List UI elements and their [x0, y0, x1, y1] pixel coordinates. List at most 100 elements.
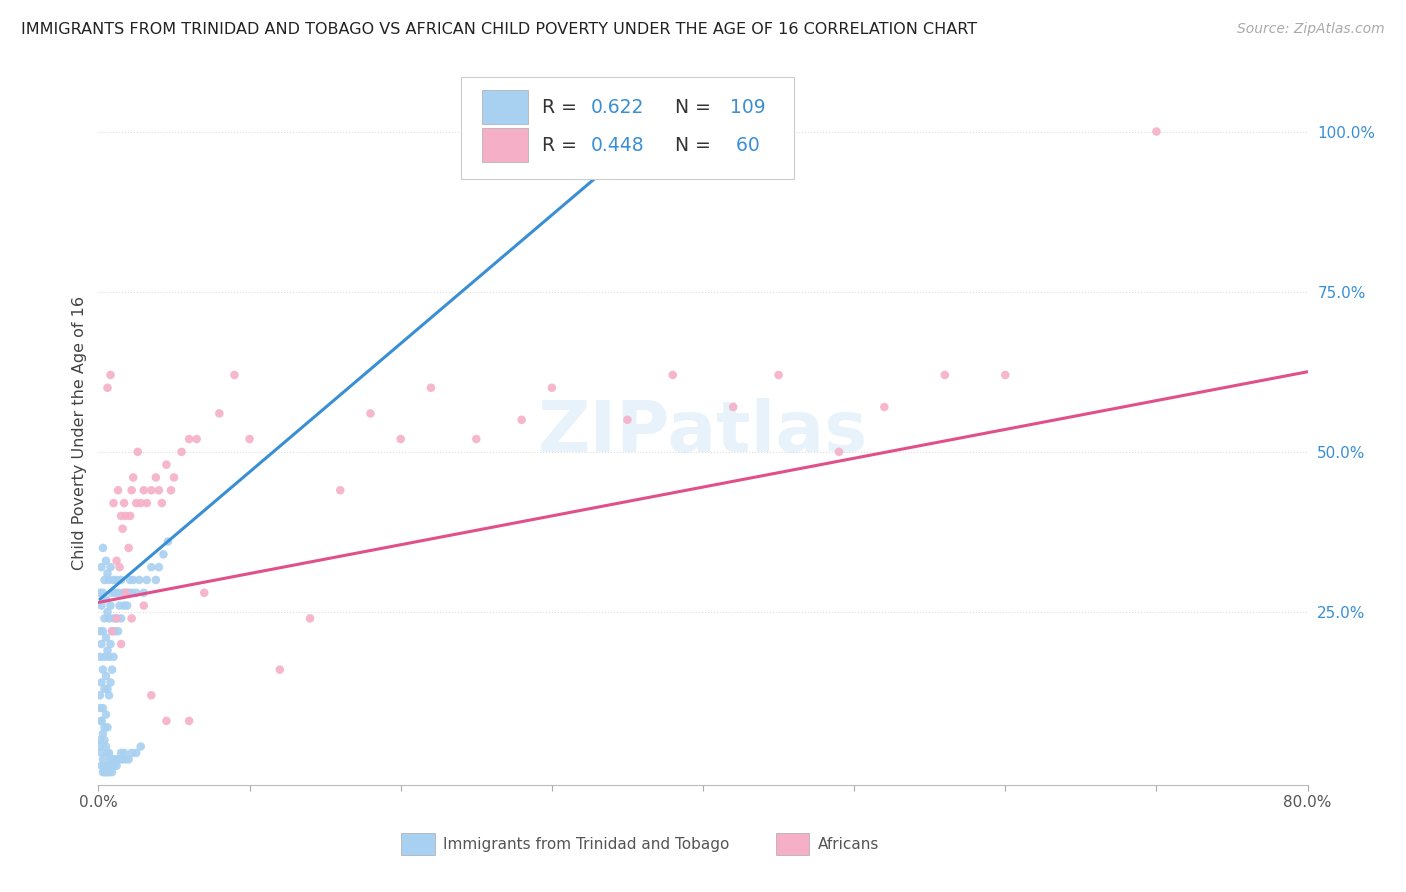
FancyBboxPatch shape [401, 833, 434, 855]
Point [91, 624, 114, 639]
Point [114, 586, 136, 600]
Point [125, 586, 148, 600]
Point [98, 758, 121, 772]
Point [89, 701, 111, 715]
Point [186, 432, 208, 446]
Point [93, 573, 115, 587]
Point [96, 746, 118, 760]
Point [93, 681, 115, 696]
Point [129, 496, 152, 510]
Point [101, 752, 124, 766]
Point [873, 400, 896, 414]
Point [94, 669, 117, 683]
Point [118, 752, 141, 766]
Point [156, 534, 179, 549]
Point [93, 649, 115, 664]
Point [100, 560, 122, 574]
Point [127, 445, 149, 459]
Point [89, 624, 111, 639]
Point [269, 663, 291, 677]
Point [96, 381, 118, 395]
Point [994, 368, 1017, 382]
Point [93, 765, 115, 780]
Point [121, 586, 143, 600]
Point [94, 739, 117, 754]
Text: Source: ZipAtlas.com: Source: ZipAtlas.com [1237, 22, 1385, 37]
Point [616, 413, 638, 427]
Point [118, 541, 141, 555]
Point [160, 483, 183, 498]
Point [101, 586, 124, 600]
FancyBboxPatch shape [776, 833, 810, 855]
Point [94, 707, 117, 722]
Point [93, 611, 115, 625]
Point [90, 758, 112, 772]
Point [105, 758, 128, 772]
Point [114, 508, 136, 523]
Point [89, 733, 111, 747]
Point [132, 483, 155, 498]
Point [132, 599, 155, 613]
Point [389, 432, 412, 446]
Point [723, 400, 745, 414]
Point [299, 611, 322, 625]
Point [114, 586, 136, 600]
Point [91, 701, 114, 715]
Point [90, 714, 112, 728]
Point [96, 758, 118, 772]
Point [103, 649, 125, 664]
Point [141, 483, 163, 498]
Point [104, 624, 127, 639]
Text: Immigrants from Trinidad and Tobago: Immigrants from Trinidad and Tobago [443, 837, 730, 852]
Point [121, 746, 143, 760]
Point [141, 560, 163, 574]
Point [94, 592, 117, 607]
Point [115, 599, 138, 613]
Point [89, 688, 111, 702]
Point [155, 714, 177, 728]
Point [103, 611, 125, 625]
Point [101, 624, 124, 639]
Point [89, 739, 111, 754]
Point [616, 137, 638, 152]
Point [103, 758, 125, 772]
Point [193, 586, 215, 600]
Point [100, 599, 122, 613]
Point [110, 611, 132, 625]
Point [120, 573, 142, 587]
Point [89, 586, 111, 600]
Point [100, 368, 122, 382]
Point [101, 663, 124, 677]
Point [98, 688, 121, 702]
Text: Africans: Africans [818, 837, 879, 852]
Point [89, 649, 111, 664]
Point [108, 752, 131, 766]
Point [122, 573, 145, 587]
Point [96, 566, 118, 581]
Point [98, 611, 121, 625]
Text: 60: 60 [730, 136, 759, 154]
Point [135, 496, 157, 510]
Point [122, 470, 145, 484]
Point [112, 599, 135, 613]
Point [105, 611, 128, 625]
Point [121, 483, 143, 498]
FancyBboxPatch shape [482, 128, 527, 162]
Point [1144, 124, 1167, 138]
Point [91, 663, 114, 677]
Point [121, 611, 143, 625]
Point [90, 714, 112, 728]
Point [94, 758, 117, 772]
Point [239, 432, 262, 446]
Point [93, 720, 115, 734]
Point [98, 573, 121, 587]
Point [98, 765, 121, 780]
Point [96, 605, 118, 619]
Point [465, 432, 488, 446]
Point [540, 381, 562, 395]
Text: N =: N = [664, 97, 717, 117]
Point [107, 586, 129, 600]
Point [100, 637, 122, 651]
Text: IMMIGRANTS FROM TRINIDAD AND TOBAGO VS AFRICAN CHILD POVERTY UNDER THE AGE OF 16: IMMIGRANTS FROM TRINIDAD AND TOBAGO VS A… [21, 22, 977, 37]
Point [96, 681, 118, 696]
